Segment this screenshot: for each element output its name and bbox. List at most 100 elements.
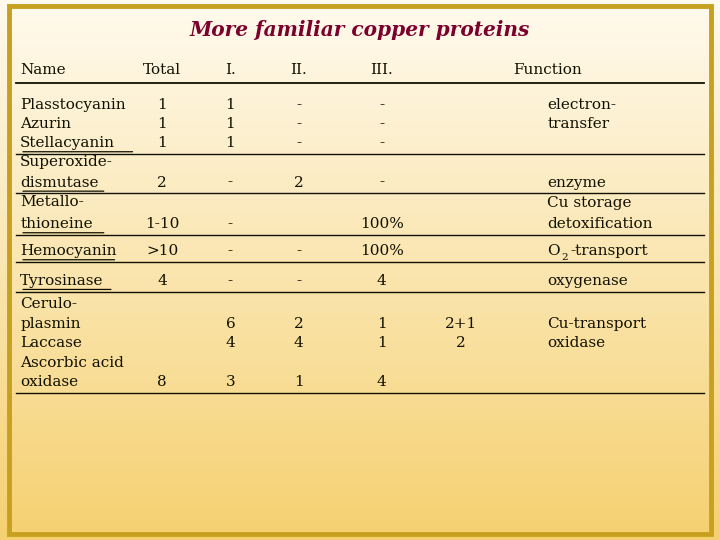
- Text: detoxification: detoxification: [547, 217, 653, 231]
- Text: thioneine: thioneine: [20, 217, 93, 231]
- Bar: [0, 221, 720, 224]
- Bar: [0, 81, 720, 84]
- Bar: [0, 165, 720, 167]
- Bar: [0, 8, 720, 11]
- Bar: [0, 49, 720, 51]
- Text: -: -: [296, 274, 302, 288]
- Bar: [0, 170, 720, 173]
- Text: III.: III.: [370, 63, 393, 77]
- Bar: [0, 416, 720, 418]
- Bar: [0, 59, 720, 62]
- Bar: [0, 227, 720, 229]
- Bar: [0, 235, 720, 238]
- Text: Total: Total: [143, 63, 181, 77]
- Text: Function: Function: [513, 63, 582, 77]
- Text: Cu-transport: Cu-transport: [547, 317, 647, 331]
- Bar: [0, 281, 720, 284]
- Bar: [0, 359, 720, 362]
- Bar: [0, 265, 720, 267]
- Bar: [0, 92, 720, 94]
- Text: -: -: [379, 176, 384, 190]
- Text: -transport: -transport: [570, 244, 648, 258]
- Bar: [0, 189, 720, 192]
- Bar: [0, 459, 720, 462]
- Bar: [0, 46, 720, 49]
- Text: -: -: [228, 217, 233, 231]
- Text: 4: 4: [157, 274, 167, 288]
- Bar: [0, 132, 720, 135]
- Text: 1: 1: [294, 375, 304, 389]
- Text: 3: 3: [225, 375, 235, 389]
- Text: -: -: [379, 136, 384, 150]
- Bar: [0, 262, 720, 265]
- Bar: [0, 259, 720, 262]
- Bar: [0, 202, 720, 205]
- Text: -: -: [379, 117, 384, 131]
- Bar: [0, 297, 720, 300]
- Bar: [0, 340, 720, 343]
- Bar: [0, 16, 720, 19]
- Text: enzyme: enzyme: [547, 176, 606, 190]
- Bar: [0, 76, 720, 78]
- Bar: [0, 178, 720, 181]
- Bar: [0, 113, 720, 116]
- Bar: [0, 100, 720, 103]
- Bar: [0, 373, 720, 375]
- Text: 100%: 100%: [360, 244, 403, 258]
- Bar: [0, 184, 720, 186]
- Bar: [0, 232, 720, 235]
- Text: -: -: [296, 98, 302, 112]
- Text: transfer: transfer: [547, 117, 609, 131]
- Bar: [0, 502, 720, 505]
- Bar: [0, 497, 720, 500]
- Text: 4: 4: [225, 336, 235, 350]
- Bar: [0, 127, 720, 130]
- Bar: [0, 211, 720, 213]
- Bar: [0, 14, 720, 16]
- Bar: [0, 346, 720, 348]
- Text: 2: 2: [294, 317, 304, 331]
- Text: Cerulo-: Cerulo-: [20, 297, 77, 311]
- Bar: [0, 159, 720, 162]
- Bar: [0, 500, 720, 502]
- Bar: [0, 386, 720, 389]
- Text: -: -: [228, 244, 233, 258]
- Text: 1: 1: [377, 336, 387, 350]
- Bar: [0, 440, 720, 443]
- Text: -: -: [296, 117, 302, 131]
- Text: 1: 1: [157, 98, 167, 112]
- Bar: [0, 208, 720, 211]
- Bar: [0, 186, 720, 189]
- Bar: [0, 429, 720, 432]
- Bar: [0, 124, 720, 127]
- Bar: [0, 300, 720, 302]
- Bar: [0, 400, 720, 402]
- Bar: [0, 289, 720, 292]
- Bar: [0, 148, 720, 151]
- Text: -: -: [228, 274, 233, 288]
- Text: Plasstocyanin: Plasstocyanin: [20, 98, 126, 112]
- Text: 4: 4: [377, 274, 387, 288]
- Bar: [0, 475, 720, 478]
- Text: Tyrosinase: Tyrosinase: [20, 274, 104, 288]
- Bar: [0, 292, 720, 294]
- Bar: [0, 24, 720, 27]
- Bar: [0, 57, 720, 59]
- Bar: [0, 143, 720, 146]
- Text: 1: 1: [225, 136, 235, 150]
- Bar: [0, 316, 720, 319]
- Text: -: -: [296, 244, 302, 258]
- Bar: [0, 319, 720, 321]
- Bar: [0, 464, 720, 467]
- Text: plasmin: plasmin: [20, 317, 81, 331]
- Bar: [0, 518, 720, 521]
- Bar: [0, 294, 720, 297]
- Bar: [0, 51, 720, 54]
- Bar: [0, 135, 720, 138]
- Text: dismutase: dismutase: [20, 176, 99, 190]
- Bar: [0, 219, 720, 221]
- Bar: [0, 418, 720, 421]
- Text: 4: 4: [377, 375, 387, 389]
- Bar: [0, 308, 720, 310]
- Bar: [0, 375, 720, 378]
